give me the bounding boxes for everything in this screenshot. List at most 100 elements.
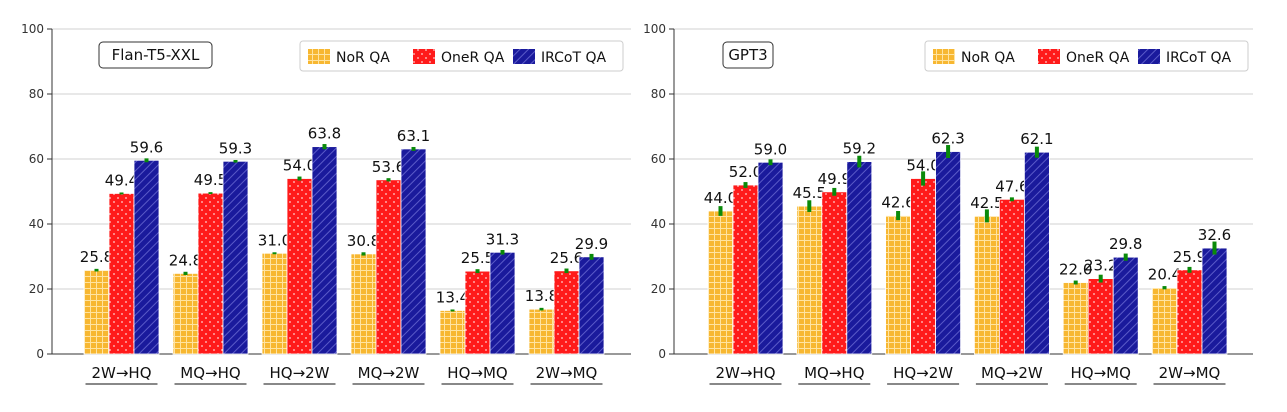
data-label: 62.1	[1020, 130, 1053, 148]
x-tick-label: HQ→MQ	[447, 364, 507, 382]
bar	[197, 192, 224, 355]
y-tick-label: 0	[36, 347, 44, 361]
legend	[299, 40, 624, 72]
data-label: 31.3	[486, 230, 519, 248]
data-label: 20.4	[1148, 266, 1181, 284]
x-tick-label: MQ→2W	[358, 364, 420, 382]
bar	[846, 161, 873, 355]
data-label: 25.8	[80, 248, 113, 266]
bar	[885, 215, 911, 355]
bar	[935, 151, 961, 355]
bar	[1024, 151, 1050, 355]
legend-label: OneR QA	[441, 50, 505, 66]
legend-label: OneR QA	[1066, 50, 1130, 66]
data-label: 54.0	[906, 157, 939, 175]
data-label: 59.2	[843, 140, 876, 158]
data-label: 25.9	[1173, 248, 1206, 266]
bar	[999, 198, 1025, 355]
bar	[108, 193, 135, 355]
y-tick-label: 80	[651, 87, 666, 101]
y-tick-label: 40	[29, 217, 44, 231]
y-tick-label: 80	[29, 87, 44, 101]
x-tick-label: MQ→2W	[981, 364, 1043, 382]
data-label: 29.8	[1109, 235, 1142, 253]
legend-swatch	[1138, 49, 1160, 64]
bar	[489, 251, 516, 355]
data-label: 42.6	[881, 194, 914, 212]
chart-panel-flan-t5-xxl: 0 20 40 60 80 100 25.8 49.4 59.6 2W→HQ 24.8 49.5 59.…	[21, 22, 631, 385]
y-tick-label: 60	[29, 152, 44, 166]
legend-swatch	[513, 49, 535, 64]
data-label: 63.8	[308, 125, 341, 143]
bar	[1087, 278, 1114, 355]
y-tick-label: 20	[29, 282, 44, 296]
bar	[172, 272, 199, 355]
bar	[553, 270, 580, 355]
data-label: 53.6	[372, 158, 405, 176]
data-label: 30.8	[347, 232, 380, 250]
x-tick-label: MQ→HQ	[804, 364, 864, 382]
bar	[83, 269, 110, 355]
bar	[1112, 256, 1139, 355]
data-label: 45.5	[793, 184, 826, 202]
data-label: 59.3	[219, 139, 252, 157]
x-tick-label: 2W→MQ	[536, 364, 598, 382]
legend-label: IRCoT QA	[541, 50, 607, 66]
data-label: 29.9	[575, 235, 608, 253]
model-badge	[722, 41, 774, 69]
legend-swatch	[308, 49, 330, 64]
data-label: 25.6	[550, 249, 583, 267]
model-badge-label: GPT3	[728, 46, 767, 64]
bar	[464, 270, 491, 355]
bar	[439, 310, 466, 355]
chart-panel-gpt3: 0 20 40 60 80 100 44.0 52.0 59.0 2W→HQ 45.549.9 59.…	[643, 22, 1253, 385]
legend-label: NoR QA	[336, 50, 390, 66]
data-label: 42.5	[970, 194, 1003, 212]
bar	[286, 178, 313, 355]
x-tick-label: MQ→HQ	[180, 364, 240, 382]
x-tick-label: HQ→MQ	[1070, 364, 1130, 382]
data-label: 44.0	[704, 189, 737, 207]
legend-label: NoR QA	[961, 50, 1015, 66]
bar	[400, 148, 427, 355]
legend-label: IRCoT QA	[1166, 50, 1232, 66]
data-label: 59.0	[754, 140, 787, 158]
data-label: 52.0	[729, 163, 762, 181]
x-tick-label: 2W→HQ	[715, 364, 775, 382]
y-tick-label: 100	[21, 22, 44, 36]
bar	[578, 256, 605, 355]
bar	[910, 178, 936, 355]
data-label: 63.1	[397, 127, 430, 145]
bar	[1176, 269, 1203, 355]
data-label: 49.5	[194, 171, 227, 189]
data-label: 47.6	[995, 177, 1028, 195]
y-tick-label: 100	[643, 22, 666, 36]
bar	[133, 159, 160, 355]
data-label: 22.0	[1059, 261, 1092, 279]
legend-swatch	[1038, 49, 1060, 64]
x-tick-label: HQ→2W	[269, 364, 329, 382]
bar	[1151, 287, 1178, 355]
y-tick-label: 0	[658, 347, 666, 361]
bar	[375, 179, 402, 355]
y-tick-label: 60	[651, 152, 666, 166]
x-tick-label: HQ→2W	[893, 364, 953, 382]
data-label: 32.6	[1198, 226, 1231, 244]
bar	[732, 184, 759, 355]
bar	[1201, 247, 1228, 355]
data-label: 59.6	[130, 138, 163, 156]
data-label: 23.2	[1084, 257, 1117, 275]
legend-swatch	[933, 49, 955, 64]
y-tick-label: 40	[651, 217, 666, 231]
bar	[821, 191, 848, 355]
data-label: 31.0	[258, 231, 291, 249]
bar	[707, 210, 734, 355]
bar	[311, 146, 338, 355]
data-label: 49.4	[105, 171, 138, 189]
data-label: 54.0	[283, 157, 316, 175]
bar	[261, 252, 288, 355]
model-badge-label: Flan-T5-XXL	[112, 46, 200, 64]
data-label: 25.5	[461, 249, 494, 267]
data-label: 13.8	[525, 287, 558, 305]
